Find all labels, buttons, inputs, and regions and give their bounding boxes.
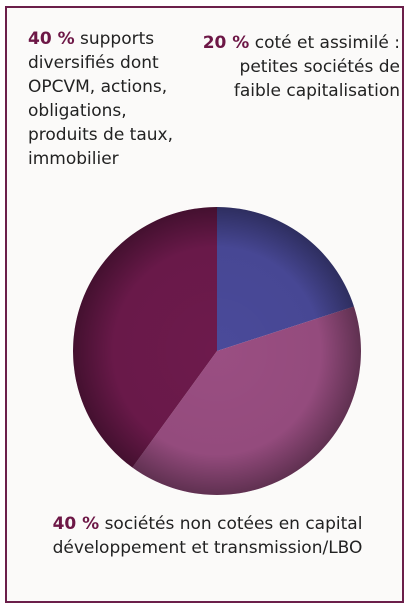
label-diversified-line6: immobilier (28, 149, 119, 169)
label-diversified-line1: supports (74, 29, 155, 49)
percent-diversified: 40 % (28, 29, 75, 49)
label-unlisted-line2: développement et transmission/LBO (52, 538, 363, 558)
label-small-caps-line3: faible capitalisation (233, 81, 400, 101)
label-diversified-line2: diversifiés dont (28, 53, 159, 73)
label-small-caps-line2: petites sociétés de (239, 57, 400, 77)
label-diversified-line3: OPCVM, actions, (28, 77, 168, 97)
label-unlisted-line1: sociétés non cotées en capital (99, 514, 363, 534)
label-small-caps-line1: coté et assimilé : (249, 33, 400, 53)
label-small-caps: 20 % coté et assimilé : petites sociétés… (190, 31, 400, 103)
label-unlisted-companies: 40 % sociétés non cotées en capital déve… (20, 512, 395, 560)
percent-unlisted: 40 % (52, 514, 100, 534)
label-diversified-supports: 40 % supports diversifiés dont OPCVM, ac… (28, 27, 198, 171)
label-diversified-line4: obligations, (28, 101, 127, 121)
label-diversified-line5: produits de taux, (28, 125, 173, 145)
percent-small-caps: 20 % (202, 33, 250, 53)
